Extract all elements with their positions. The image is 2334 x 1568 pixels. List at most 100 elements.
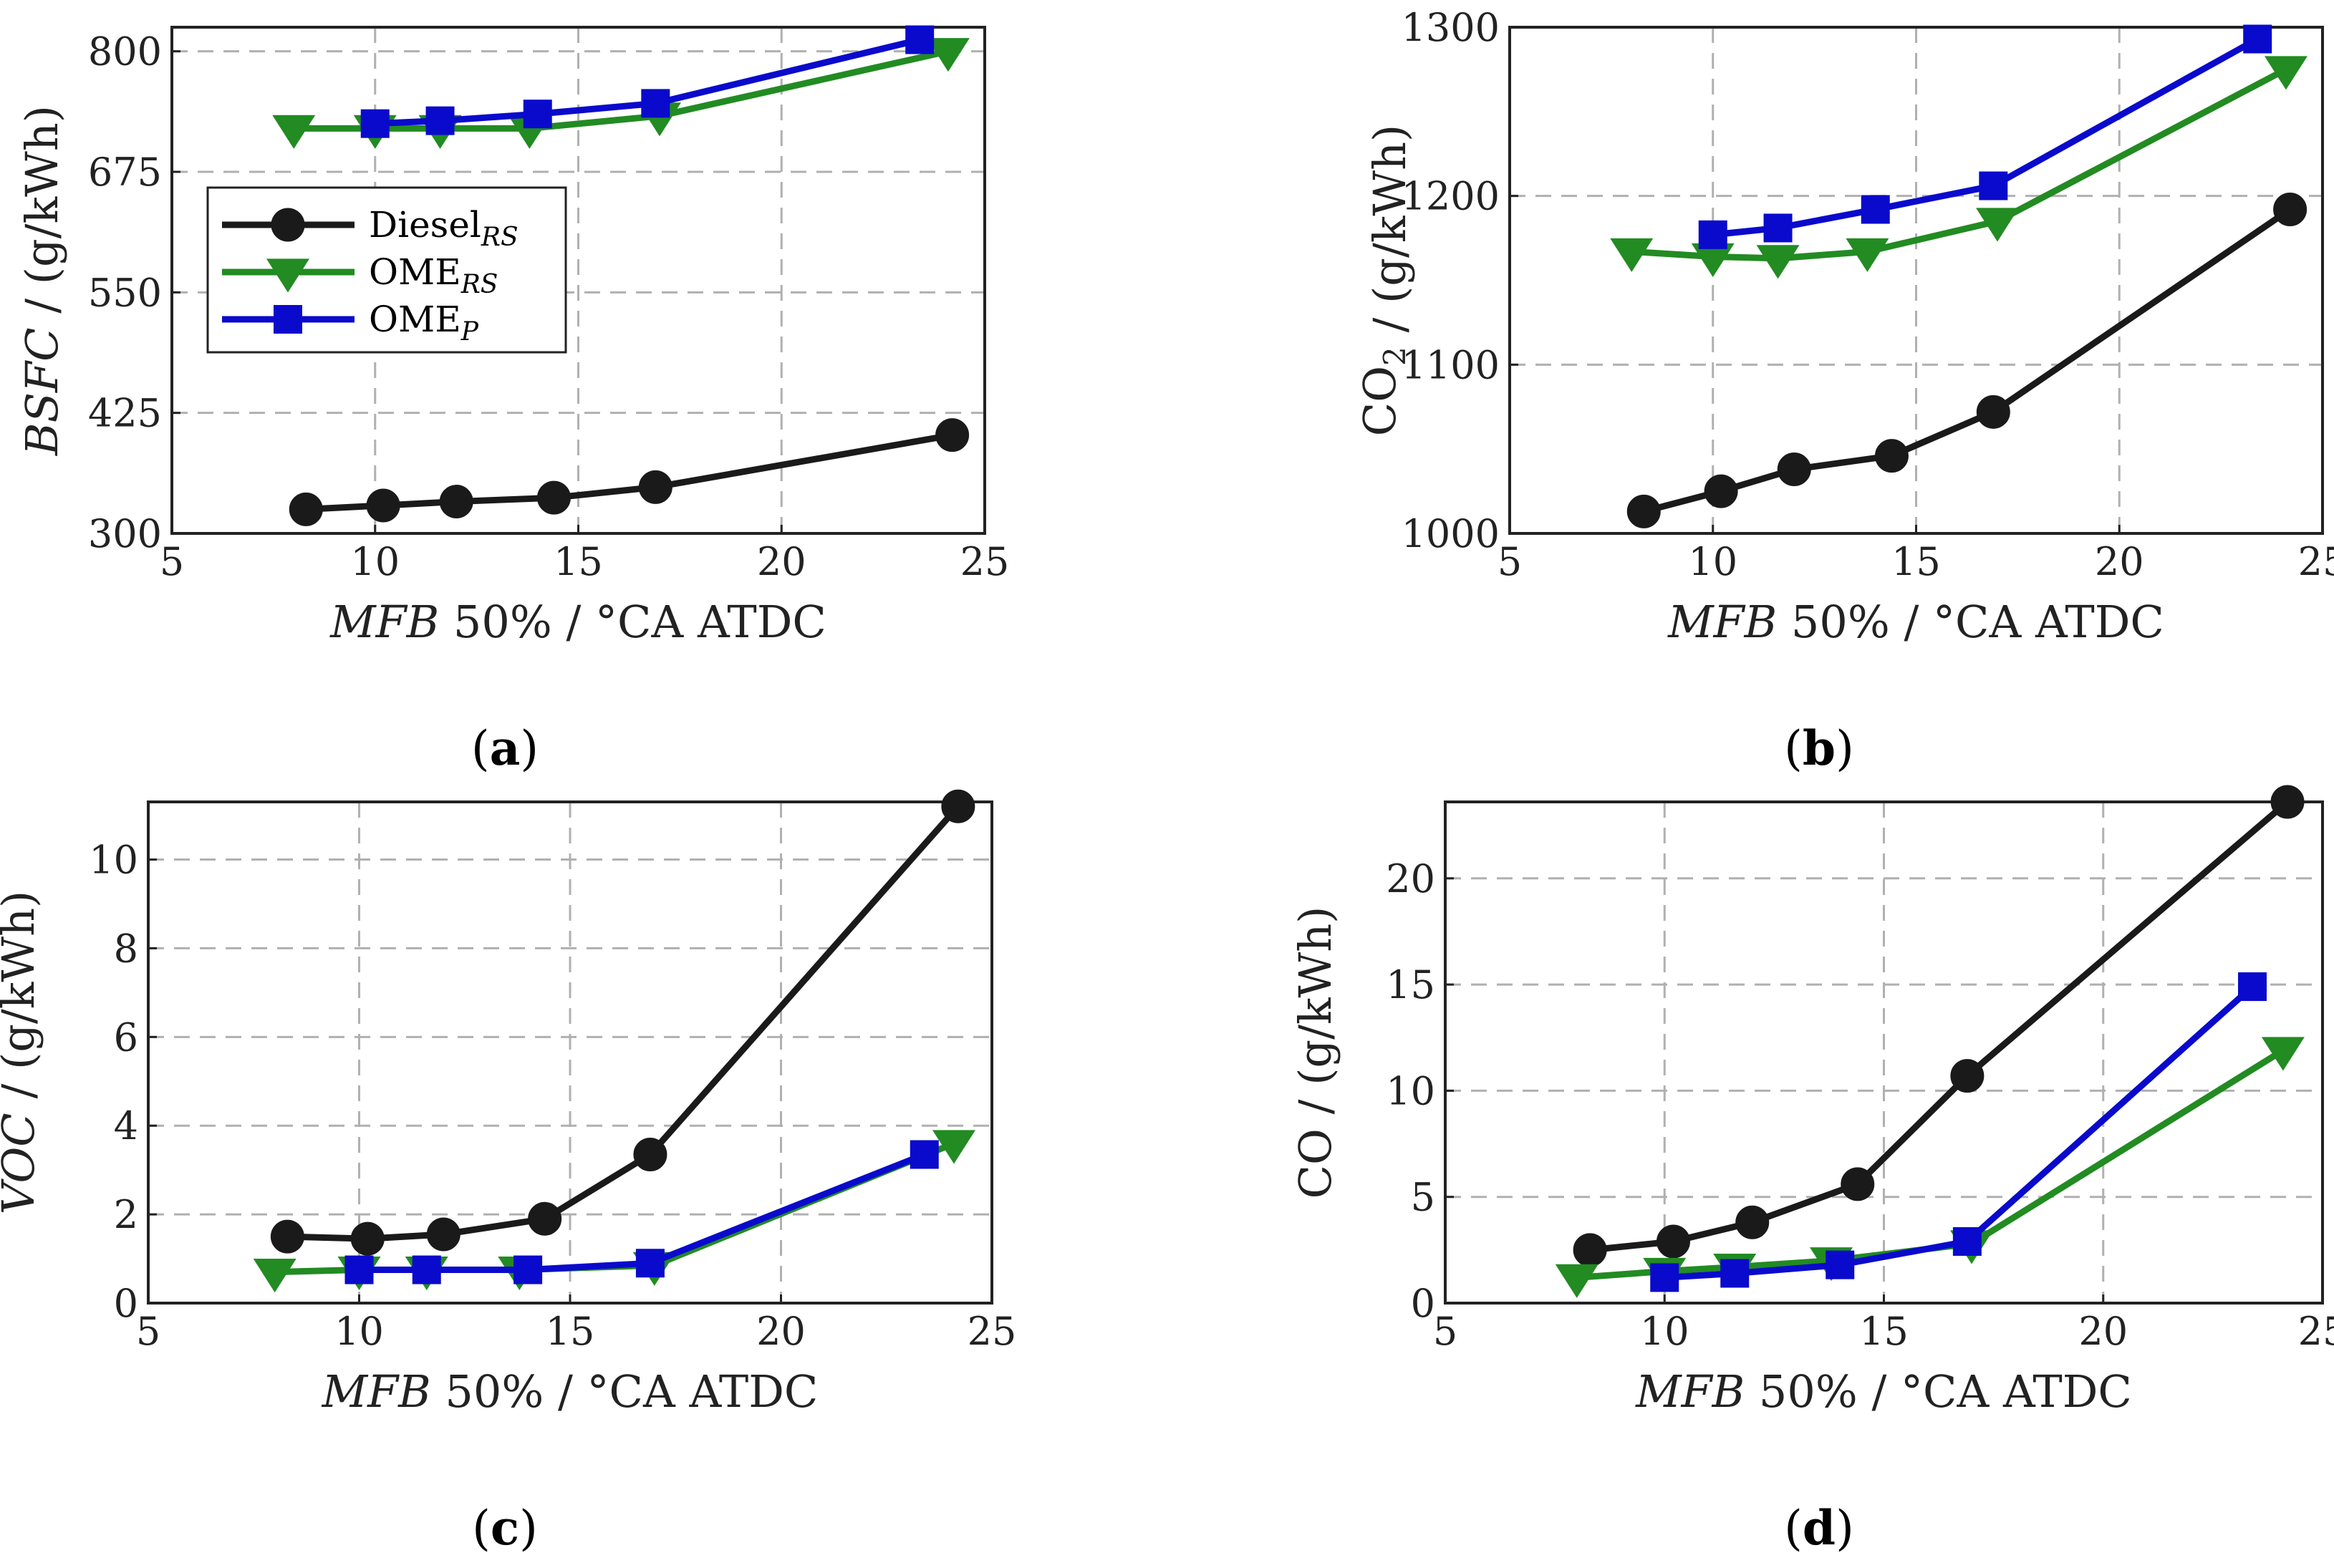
x-tick-label: 25 [968,1309,1017,1354]
data-point-ome_p [910,1140,939,1169]
y-tick-label: 5 [1411,1175,1435,1220]
x-axis-label: MFB 50% / °CA ATDC [1635,1365,2132,1418]
data-point-ome_p [1650,1263,1679,1292]
x-tick-label: 25 [2298,1309,2334,1354]
x-axis-label: MFB 50% / °CA ATDC [329,596,826,648]
data-point-ome_p [344,1255,374,1284]
data-point-ome_p [2243,24,2272,54]
data-point-ome_p [1826,1250,1855,1279]
data-point-ome_p [425,106,455,135]
data-point-diesel [1573,1233,1607,1267]
series-line-diesel [1589,799,2290,1254]
data-point-diesel [633,1137,667,1171]
panel-label: (d) [1784,1500,1854,1556]
data-point-diesel [366,488,400,523]
legend-marker-ome_p [274,305,302,334]
data-point-ome_rs [2264,56,2308,90]
data-point-diesel [1874,439,1909,473]
data-point-diesel [1657,1224,1690,1259]
data-point-ome_rs [1846,238,1889,272]
x-tick-label: 20 [2078,1309,2128,1354]
data-point-ome_rs [932,1130,975,1164]
data-point-diesel [638,470,672,504]
chart-panel-c: 5 10 15 20 25 0 2 4 6 8 10 MFB 50% / °CA ATDC VOC / … [0,789,1017,1556]
data-point-diesel [1976,395,2010,429]
y-axis-label: BSFC / (g/kWh) [16,105,68,456]
y-tick-label: 1100 [1402,342,1500,387]
data-point-diesel [528,1201,562,1236]
x-tick-label: 5 [136,1309,160,1354]
legend-marker-ome_rs [266,258,309,293]
legend-label-ome_p: OMEP [369,299,479,347]
y-tick-label: 300 [88,511,162,556]
data-point-diesel [1735,1205,1770,1239]
data-point-diesel [941,789,975,823]
data-point-ome_rs [1756,245,1800,279]
y-tick-label: 10 [1386,1068,1435,1113]
y-tick-label: 4 [114,1103,138,1148]
data-point-ome_p [635,1249,665,1278]
data-point-ome_p [513,1255,543,1284]
data-point-diesel [426,1217,460,1252]
data-point-ome_p [1698,220,1727,249]
axes-box [170,26,986,535]
data-point-diesel [350,1221,385,1256]
y-tick-label: 0 [1411,1281,1435,1326]
x-tick-label: 15 [1891,539,1941,584]
data-point-ome_rs [1691,243,1735,278]
y-tick-label: 2 [114,1192,138,1237]
data-point-ome_p [641,89,670,118]
panel-label: (a) [471,720,539,776]
data-point-ome_rs [926,38,970,72]
data-point-ome_p [360,109,390,138]
x-tick-label: 15 [546,1309,595,1354]
data-point-ome_p [1763,213,1793,243]
data-point-ome_p [1720,1259,1750,1288]
chart-panel-a: 5 10 15 20 25 300 425 550 675 800 MFB 50% / °CA AT… [16,25,1009,776]
chart-panel-b: 5 10 15 20 25 1000 1100 1200 1300 MFB 50% / °CA A… [1354,5,2334,776]
data-point-diesel [270,1219,304,1254]
legend-label-diesel: DieselRS [369,204,519,252]
series-line-diesel [306,432,953,513]
series-line-ome_rs [1576,1047,2285,1281]
data-point-ome_rs [253,1259,296,1293]
data-point-ome_rs [1976,208,2019,242]
data-point-diesel [2273,193,2308,227]
y-tick-label: 20 [1386,856,1435,901]
x-axis-label: MFB 50% / °CA ATDC [1667,596,2164,648]
y-axis-label: CO / (g/kWh) [1289,906,1341,1199]
data-point-diesel [1777,452,1811,486]
series-line-ome_p [1712,36,2260,238]
y-tick-label: 425 [88,391,162,436]
y-tick-label: 8 [114,926,138,971]
data-point-ome_p [905,25,935,54]
x-tick-label: 20 [2095,539,2144,584]
x-tick-label: 5 [1433,1309,1457,1354]
data-point-diesel [1626,494,1661,528]
y-axis-label: VOC / (g/kWh) [0,891,44,1214]
data-point-ome_rs [272,115,316,149]
data-point-ome_rs [1555,1264,1598,1298]
x-tick-label: 10 [350,539,400,584]
y-axis-label: CO2 / (g/kWh) [1354,125,1416,437]
x-tick-label: 20 [756,1309,806,1354]
y-tick-label: 0 [114,1281,138,1326]
data-point-ome_rs [1610,238,1654,272]
data-point-ome_p [2238,972,2267,1002]
y-tick-label: 10 [89,838,138,883]
data-point-ome_p [412,1255,441,1284]
data-point-diesel [289,492,323,526]
y-tick-label: 1200 [1402,174,1500,219]
panel-label: (c) [472,1500,538,1556]
legend-label-ome_rs: OMERS [369,251,498,299]
data-point-ome_p [523,100,552,129]
series-line-diesel [287,804,961,1242]
x-axis-label: MFB 50% / °CA ATDC [322,1365,819,1418]
y-tick-label: 800 [88,29,162,74]
data-point-diesel [2270,785,2305,819]
y-tick-label: 675 [88,150,162,195]
data-point-ome_rs [2261,1037,2305,1071]
data-point-diesel [1704,474,1738,508]
